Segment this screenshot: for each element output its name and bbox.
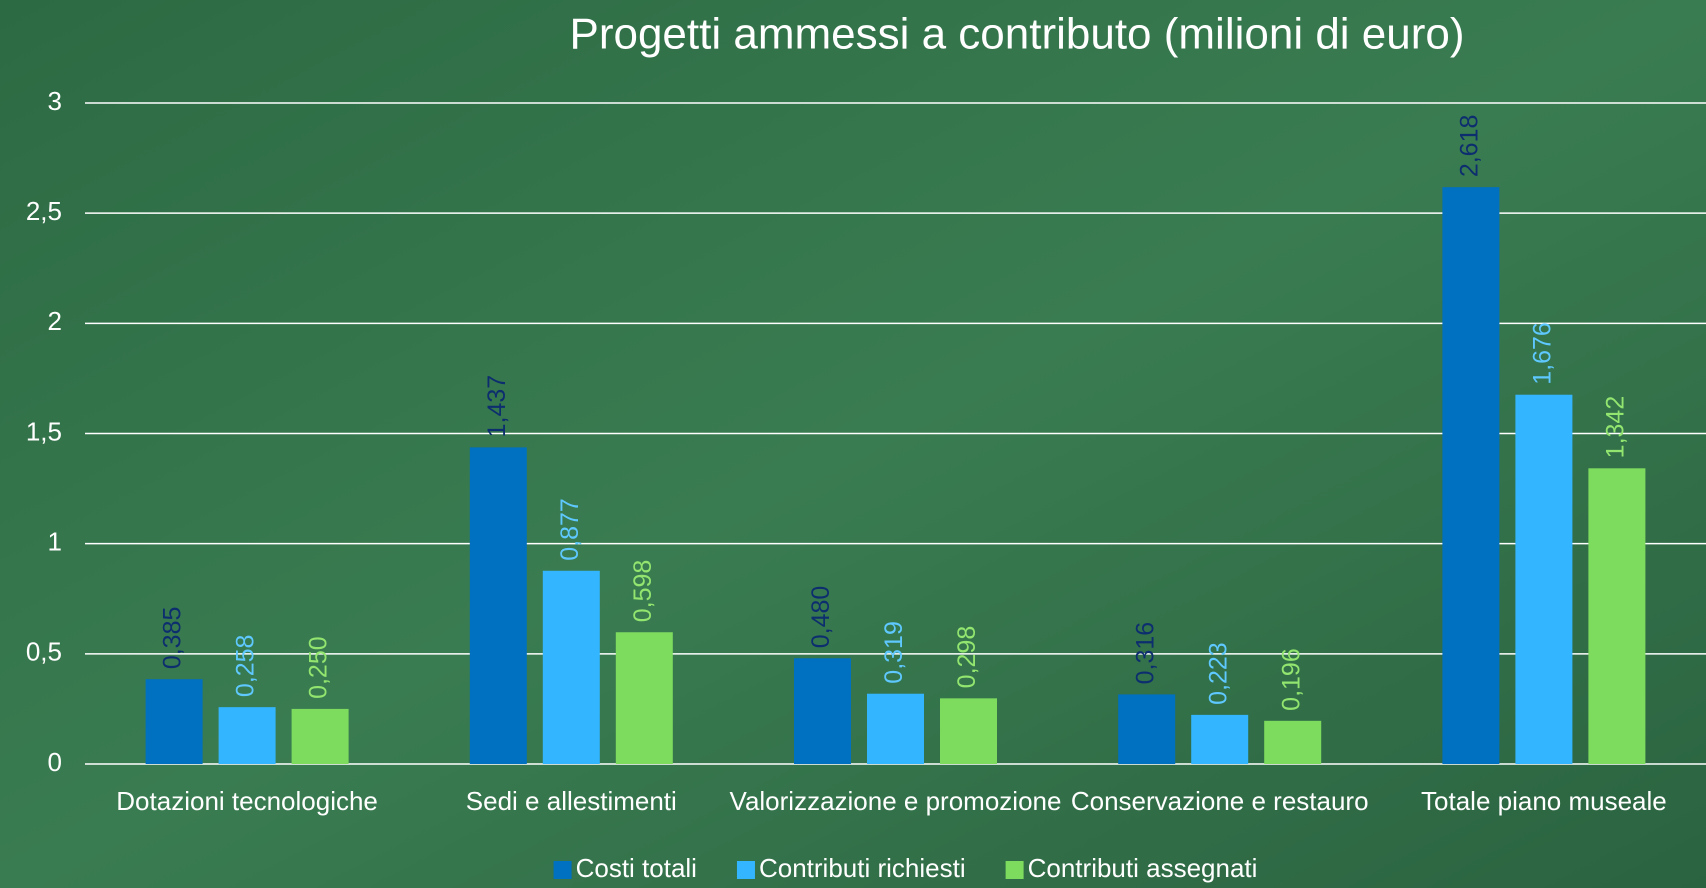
value-label: 1,342 [1602, 396, 1630, 459]
bar [615, 632, 673, 764]
x-tick-label: Totale piano museale [1421, 786, 1667, 816]
legend-label: Contributi richiesti [759, 853, 966, 883]
legend-label: Contributi assegnati [1028, 853, 1258, 883]
bar [542, 570, 600, 764]
y-tick-label: 1,5 [26, 416, 62, 446]
value-label: 0,480 [807, 586, 835, 649]
bar [1191, 714, 1249, 764]
bar [1264, 720, 1322, 764]
legend-swatch [553, 861, 572, 879]
y-tick-label: 3 [48, 86, 62, 116]
x-tick-label: Dotazioni tecnologiche [116, 786, 378, 816]
value-label: 0,250 [305, 636, 333, 699]
value-label: 0,316 [1131, 622, 1159, 685]
bar [940, 698, 997, 764]
value-label: 1,676 [1529, 322, 1557, 385]
legend-label: Costi totali [576, 853, 697, 883]
bar [218, 707, 276, 764]
bar [1118, 694, 1176, 764]
x-tick-label: Valorizzazione e promozione [730, 786, 1062, 816]
legend-swatch [736, 861, 755, 879]
bar [794, 658, 851, 764]
value-label: 2,618 [1456, 115, 1484, 178]
value-label: 0,298 [953, 626, 981, 689]
value-label: 1,437 [483, 375, 511, 438]
value-label: 0,385 [159, 607, 187, 670]
y-tick-label: 2,5 [26, 196, 62, 226]
bar [1588, 468, 1646, 764]
value-label: 0,598 [629, 560, 657, 623]
x-tick-label: Sedi e allestimenti [466, 786, 677, 816]
y-tick-label: 0 [48, 747, 62, 777]
value-label: 0,319 [880, 621, 908, 684]
value-label: 0,196 [1277, 648, 1305, 711]
bar [867, 693, 924, 764]
bar [291, 708, 349, 764]
y-tick-label: 0,5 [26, 637, 62, 667]
value-label: 0,223 [1204, 642, 1232, 705]
bar [1515, 394, 1573, 764]
legend: Costi totali Contributi richiesti Contribu… [553, 853, 1258, 883]
legend-swatch [1005, 861, 1024, 879]
bar [469, 447, 527, 764]
bar [145, 679, 203, 764]
y-tick-label: 2 [48, 306, 62, 336]
chart-title: Progetti ammessi a contributo (milioni d… [569, 10, 1464, 59]
x-tick-label: Conservazione e restauro [1071, 786, 1369, 816]
bar [1442, 187, 1500, 764]
value-label: 0,258 [232, 635, 260, 698]
y-tick-label: 1 [48, 527, 62, 557]
value-label: 0,877 [556, 498, 584, 561]
